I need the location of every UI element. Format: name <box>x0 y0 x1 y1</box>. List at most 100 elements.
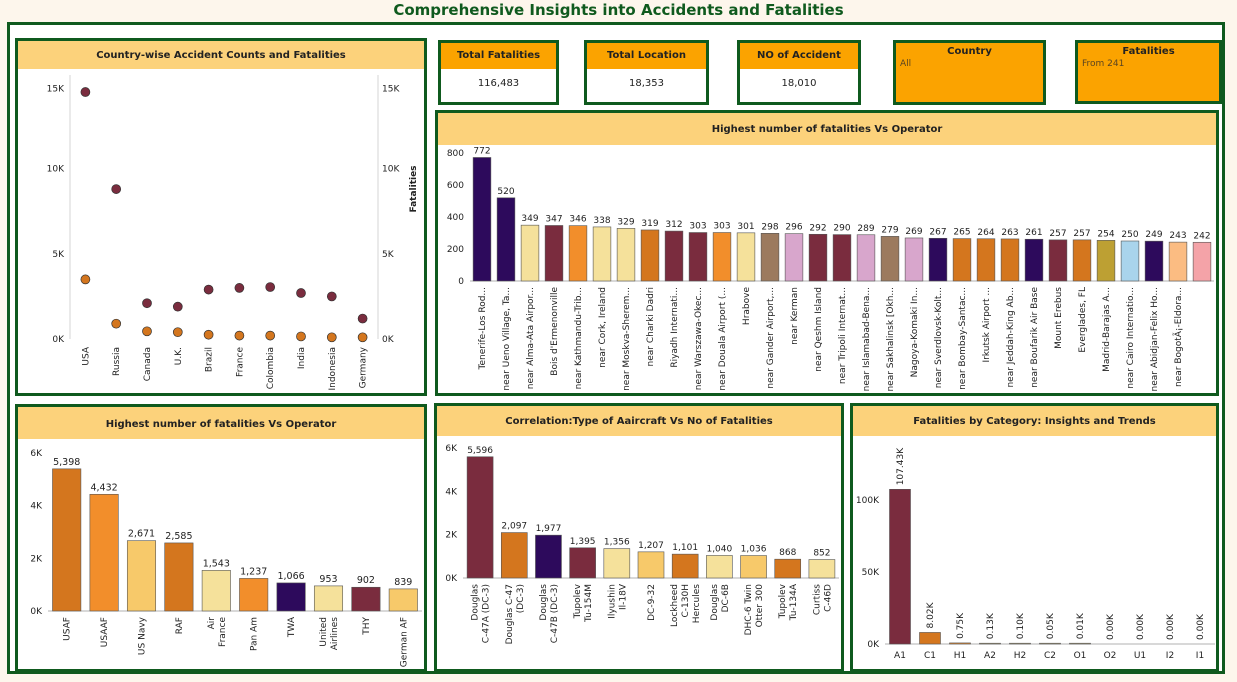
kpi-value: 18,353 <box>629 78 664 89</box>
x-tick-label: Tenerife-Los Rod... <box>478 287 488 370</box>
x-tick-label: near Boufarik Air Base <box>1030 287 1040 388</box>
x-tick-label: Air <box>207 617 217 630</box>
y-tick-label: 0K <box>867 640 880 650</box>
bar <box>239 578 269 612</box>
x-tick-label: near Kathmandu-Trib... <box>574 287 584 389</box>
x-tick-label: USA <box>81 346 91 365</box>
x-tick-label: C2 <box>1044 651 1056 661</box>
x-tick-label: Brazil <box>205 347 215 372</box>
fatalities-filter[interactable]: Fatalities From 241 <box>1075 40 1222 104</box>
x-tick-label: I2 <box>1166 651 1174 661</box>
x-tick-label: near Warszawa-Okec... <box>694 287 704 390</box>
bar <box>313 585 344 612</box>
scatter-point <box>172 327 183 338</box>
bar <box>1009 642 1031 645</box>
bar <box>808 559 836 579</box>
x-tick-label: near BogotÃ¡-Eldora... <box>1173 287 1184 387</box>
bar <box>856 234 876 282</box>
y2-axis-title: Fatalities <box>409 165 419 212</box>
location-panel: Highest number of fatalities Vs Operator… <box>435 110 1219 396</box>
bar-value-label: 1,977 <box>536 524 562 534</box>
category-bar-chart: 100K 50K 0K 107.43K A1 8.02K C1 0.75K H1 0.13K A2 0… <box>856 447 1215 661</box>
x-tick-label: Canada <box>143 347 153 381</box>
y2-tick-label: 0K <box>382 335 395 345</box>
y-tick-label: 6K <box>30 449 43 459</box>
x-tick-label: United <box>319 617 329 647</box>
bar-value-label: 347 <box>545 214 562 224</box>
x-tick-label: near Islamabad-Bena... <box>862 287 872 391</box>
bar <box>760 233 780 282</box>
x-tick-label: near Moskva-Sherem... <box>622 287 632 391</box>
bar-value-label: 5,596 <box>467 446 493 456</box>
bar <box>706 555 733 579</box>
country-filter[interactable]: Country All <box>893 40 1046 105</box>
bar <box>637 551 665 579</box>
bar-value-label: 312 <box>665 220 682 230</box>
bar <box>904 237 924 282</box>
bar <box>592 226 612 282</box>
x-tick-label: near Cork, Ireland <box>598 287 608 368</box>
x-tick-label: near Cairo Internatio... <box>1126 287 1136 389</box>
x-tick-label: A2 <box>984 651 996 661</box>
bar <box>976 238 996 282</box>
bar <box>164 542 194 612</box>
x-tick-label: France <box>235 347 245 377</box>
bar <box>889 489 911 645</box>
x-tick-label: US Navy <box>138 616 148 655</box>
bar <box>949 642 971 645</box>
x-tick-label: near Kerman <box>790 287 800 345</box>
bar <box>671 553 699 579</box>
category-panel: Fatalities by Category: Insights and Tre… <box>850 403 1219 672</box>
y-tick-label: 4K <box>445 487 458 497</box>
x-tick-label: Nagoya-Komaki In... <box>910 287 920 377</box>
x-tick-label: C-130H <box>681 584 691 617</box>
bar-value-label: 349 <box>521 214 538 224</box>
x-tick-label: Tupolev <box>778 583 788 619</box>
bar-value-label: 257 <box>1073 229 1090 239</box>
bar-value-label: 0.13K <box>986 612 996 639</box>
kpi-value: 18,010 <box>781 78 817 89</box>
bar <box>1072 239 1092 282</box>
bar-value-label: 303 <box>689 222 706 232</box>
y-tick-label: 4K <box>30 502 43 512</box>
x-tick-label: TWA <box>287 616 297 638</box>
bar-value-label: 839 <box>394 577 412 588</box>
bar-value-label: 269 <box>905 227 922 237</box>
bar-value-label: 1,237 <box>240 566 267 577</box>
bar <box>603 548 631 579</box>
x-tick-label: near Sverdlovsk-Kolt... <box>934 287 944 388</box>
x-tick-label: C-46D <box>823 584 833 612</box>
bar-value-label: 1,036 <box>741 545 767 555</box>
bar <box>919 632 941 645</box>
x-tick-label: C-47B (DC-3) <box>550 584 560 643</box>
x-tick-label: German AF <box>399 617 409 667</box>
bar <box>774 558 802 579</box>
location-bar-chart: 800 600 400 200 0 772 Tenerife-Los Rod... 520 ne… <box>447 146 1214 392</box>
dashboard-title: Comprehensive Insights into Accidents an… <box>393 1 844 19</box>
scatter-point <box>234 283 245 293</box>
x-tick-label: Madrid-Barajas A... <box>1102 287 1112 372</box>
bar-value-label: 261 <box>1025 228 1042 238</box>
aircraft-panel: Correlation:Type of Aaircraft Vs No of F… <box>434 403 844 672</box>
bar-value-label: 254 <box>1097 229 1114 239</box>
x-tick-label: USAF <box>63 617 73 641</box>
y2-tick-label: 15K <box>382 85 400 95</box>
bar-value-label: 0.05K <box>1046 612 1056 639</box>
bar <box>688 232 708 282</box>
bar <box>500 532 528 579</box>
bar <box>1120 240 1140 282</box>
x-tick-label: Douglas <box>539 584 549 621</box>
x-tick-label: near Charki Dadri <box>646 287 656 366</box>
bar-value-label: 296 <box>785 223 802 233</box>
bar-value-label: 263 <box>1001 228 1018 238</box>
x-tick-label: Otter 300 <box>755 584 765 628</box>
bar <box>808 233 828 282</box>
x-tick-label: (DC-3) <box>516 584 526 613</box>
x-tick-label: Douglas <box>710 584 720 621</box>
x-tick-label: Douglas <box>471 584 481 621</box>
bar <box>466 456 494 579</box>
bar-value-label: 520 <box>497 187 514 197</box>
x-tick-label: Colombia <box>266 347 276 389</box>
x-tick-label: Mount Erebus <box>1054 287 1064 349</box>
x-tick-label: U1 <box>1134 651 1146 661</box>
